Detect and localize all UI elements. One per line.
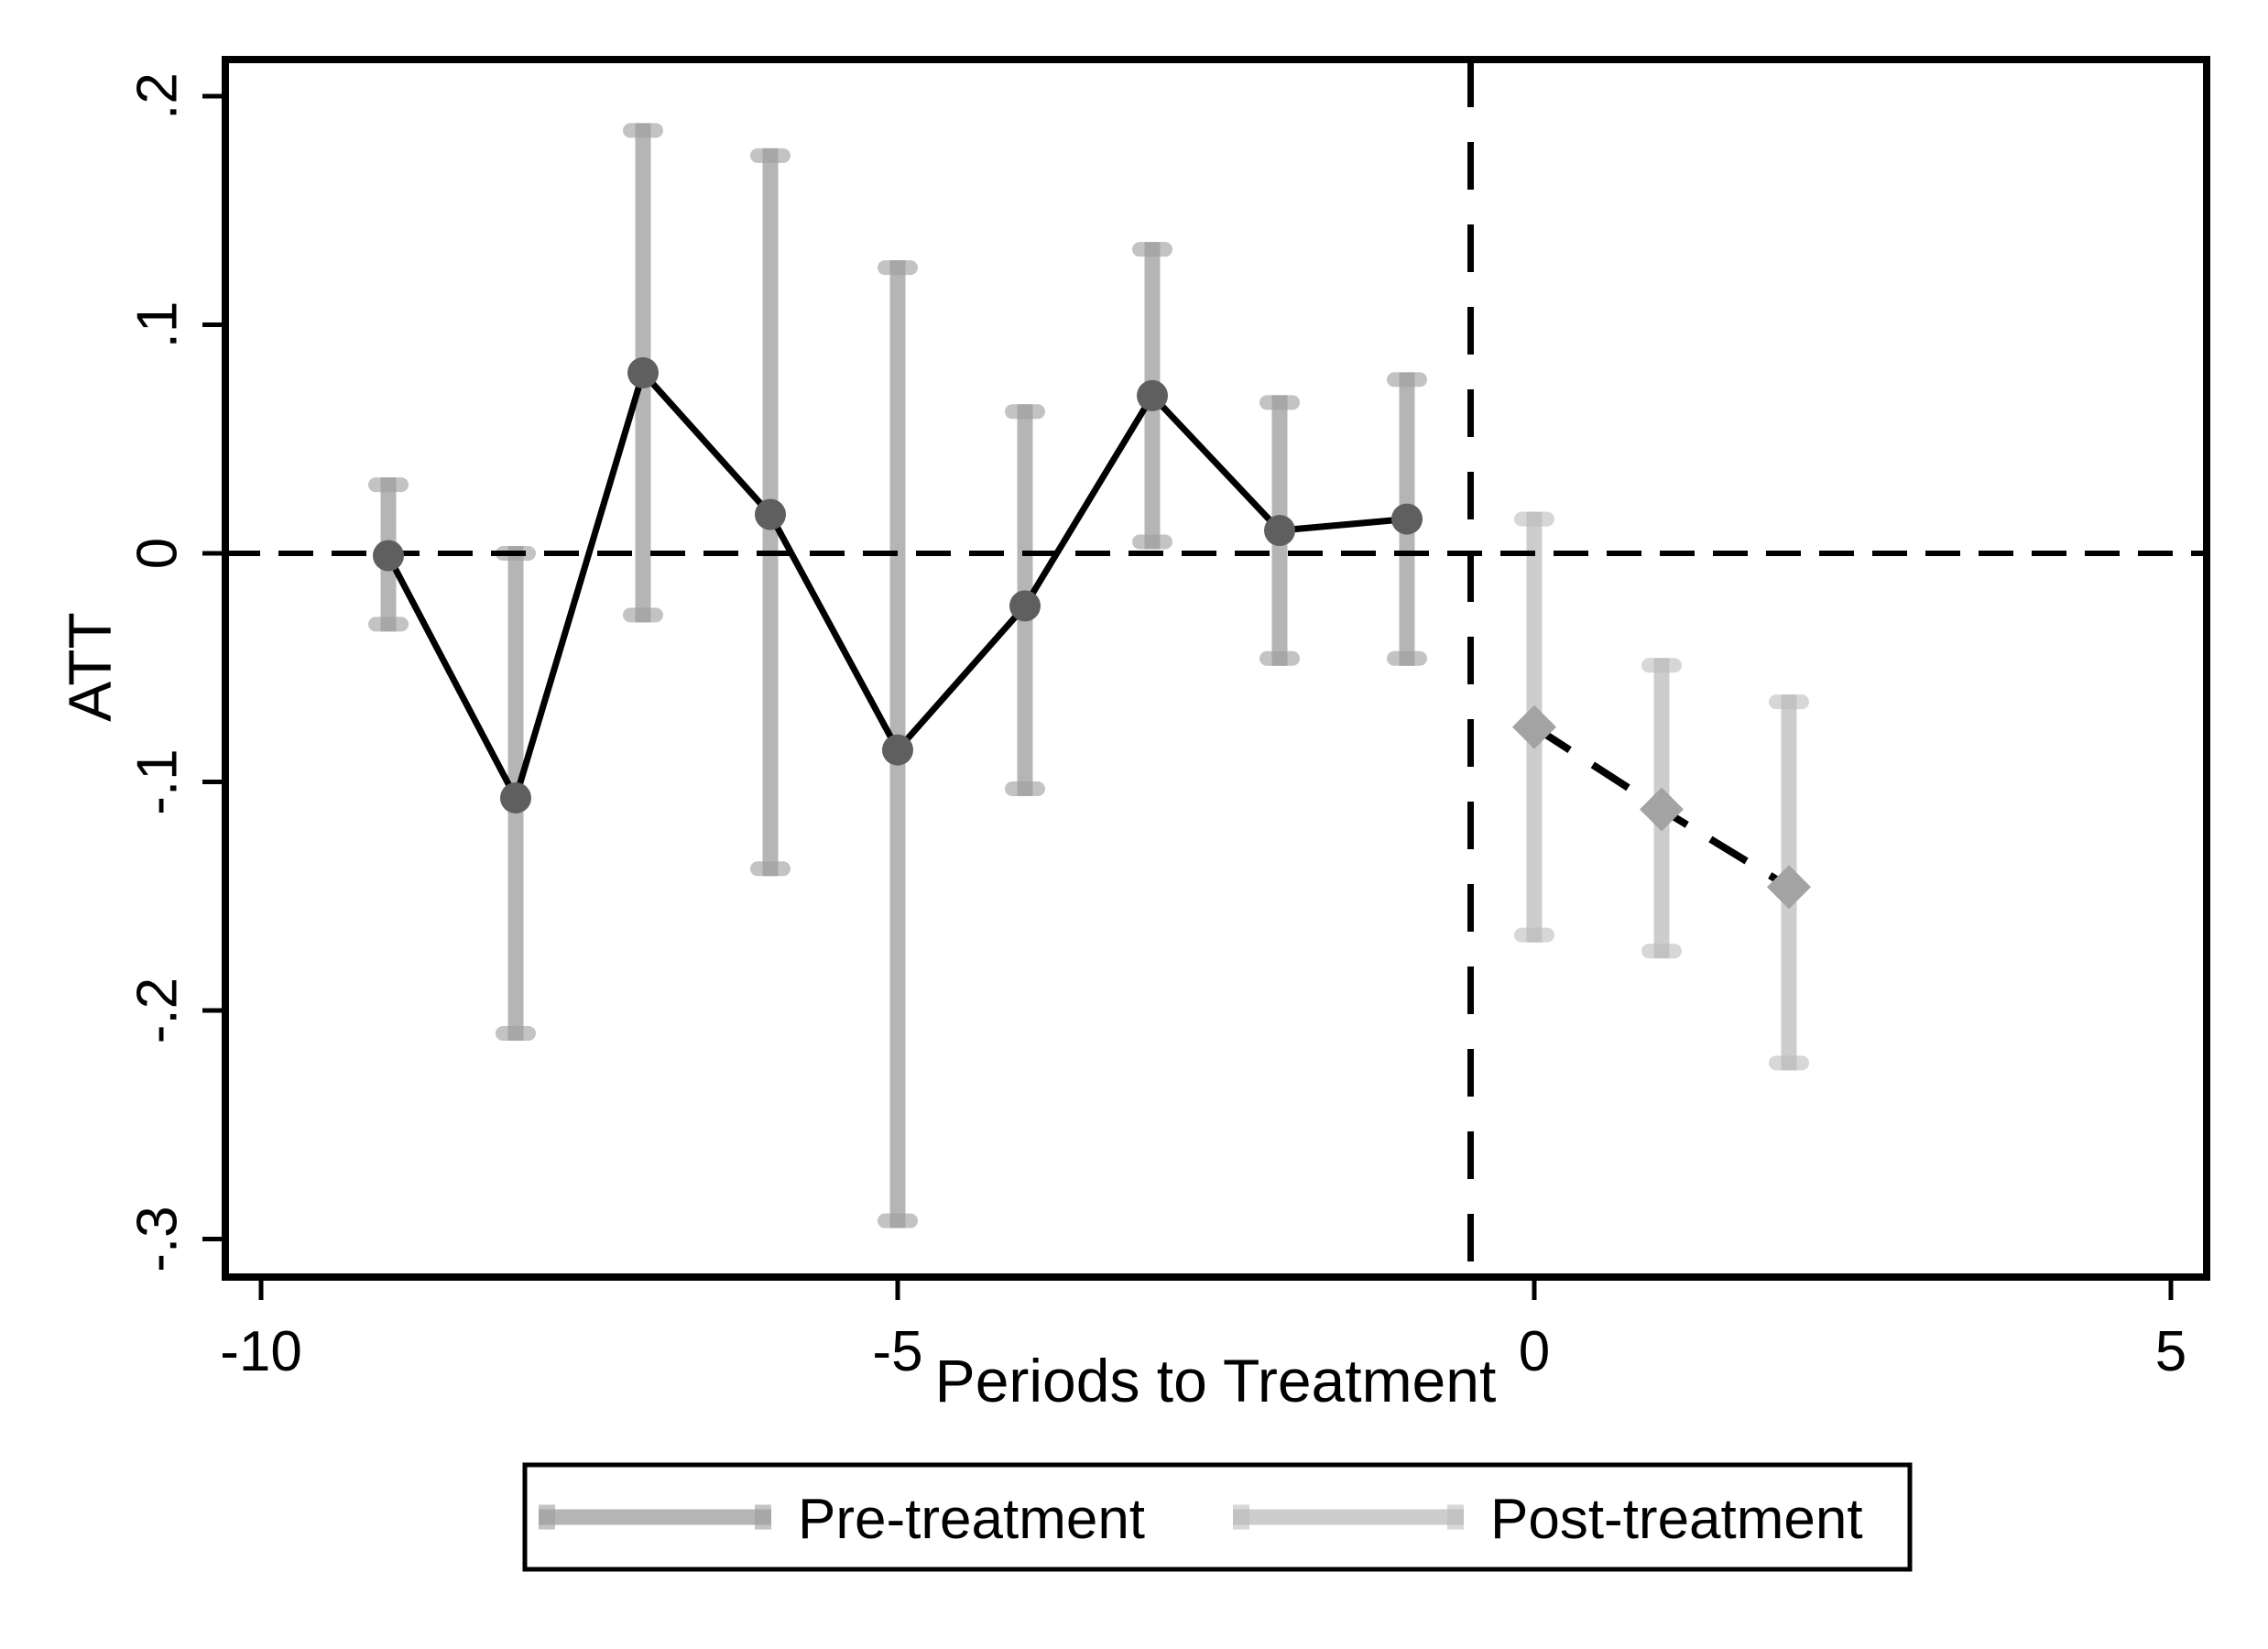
ci-cap-overlap [1526, 511, 1543, 527]
legend-item-pre-treatment: Pre-treatment [539, 1488, 1145, 1551]
pre-marker-circle [755, 498, 786, 530]
legend-pre-overlap-right [755, 1509, 771, 1525]
series-line-layer [385, 366, 1792, 890]
ci-cap-overlap [1017, 404, 1033, 420]
y-tick-label: .2 [126, 72, 190, 120]
legend-pre-overlap-left [539, 1509, 555, 1525]
post-marker-diamond [1512, 704, 1556, 749]
pre-marker-circle [500, 781, 531, 814]
legend-label-post: Post-treatment [1490, 1488, 1863, 1551]
legend-pre-bar [547, 1509, 763, 1525]
ci-cap-overlap [1781, 1055, 1797, 1071]
legend-post-overlap-left [1233, 1509, 1249, 1525]
post-marker-diamond [1640, 787, 1684, 832]
ci-cap-overlap [380, 617, 397, 632]
pre-marker-circle [1009, 590, 1041, 622]
legend-item-post-treatment: Post-treatment [1233, 1488, 1863, 1551]
ci-cap-overlap [762, 147, 779, 163]
x-tick-label: 5 [2155, 1320, 2186, 1383]
ci-cap-overlap [1271, 395, 1288, 410]
x-axis-title: Periods to Treatment [935, 1347, 1497, 1414]
legend-label-pre: Pre-treatment [798, 1488, 1145, 1551]
pre-marker-circle [373, 540, 404, 572]
ci-cap-overlap [1653, 658, 1670, 673]
pre-marker-circle [1391, 503, 1423, 535]
ci-cap-overlap [762, 861, 779, 877]
ci-cap-overlap [1399, 650, 1415, 666]
ci-cap-overlap [1781, 694, 1797, 710]
ci-cap-overlap [507, 1025, 524, 1041]
ci-cap-overlap [635, 123, 651, 138]
ci-cap-overlap [1653, 944, 1670, 959]
marker-layer [373, 356, 1811, 910]
ci-cap-overlap [1144, 534, 1161, 550]
ci-cap-overlap [635, 607, 651, 623]
ci-cap-overlap [1526, 927, 1543, 943]
pre-marker-circle [627, 356, 659, 388]
legend-post-bar [1241, 1509, 1456, 1525]
pre-marker-circle [882, 734, 913, 766]
reference-line-layer [225, 60, 2207, 1277]
x-tick-label: -10 [220, 1320, 302, 1383]
legend: Pre-treatment Post-treatment [522, 1462, 1913, 1572]
y-tick-label: -.2 [126, 977, 190, 1043]
x-tick-label: 0 [1519, 1320, 1550, 1383]
y-tick-label: -.1 [126, 748, 190, 814]
y-tick-label: -.3 [126, 1206, 190, 1272]
ci-cap-overlap [380, 477, 397, 493]
ci-cap-overlap [1271, 650, 1288, 666]
confidence-interval-layer [368, 123, 1809, 1229]
legend-post-overlap-right [1447, 1509, 1464, 1525]
y-tick-label: .1 [126, 301, 190, 349]
ci-cap-overlap [1144, 242, 1161, 257]
ci-cap-overlap [889, 1213, 906, 1229]
axes-layer: .2 .1 0 -.1 -.2 -.3 -10 -5 0 5 [126, 72, 2187, 1383]
pre-marker-circle [1264, 515, 1295, 547]
x-tick-label: -5 [872, 1320, 922, 1383]
ci-cap-overlap [889, 260, 906, 276]
pre-marker-circle [1137, 379, 1168, 411]
post-marker-diamond [1767, 865, 1811, 910]
ci-cap-overlap [1399, 372, 1415, 388]
ci-cap-overlap [1017, 781, 1033, 796]
plot-frame [222, 56, 2210, 1281]
y-tick-label: 0 [126, 538, 190, 569]
y-axis-title: ATT [56, 612, 124, 722]
